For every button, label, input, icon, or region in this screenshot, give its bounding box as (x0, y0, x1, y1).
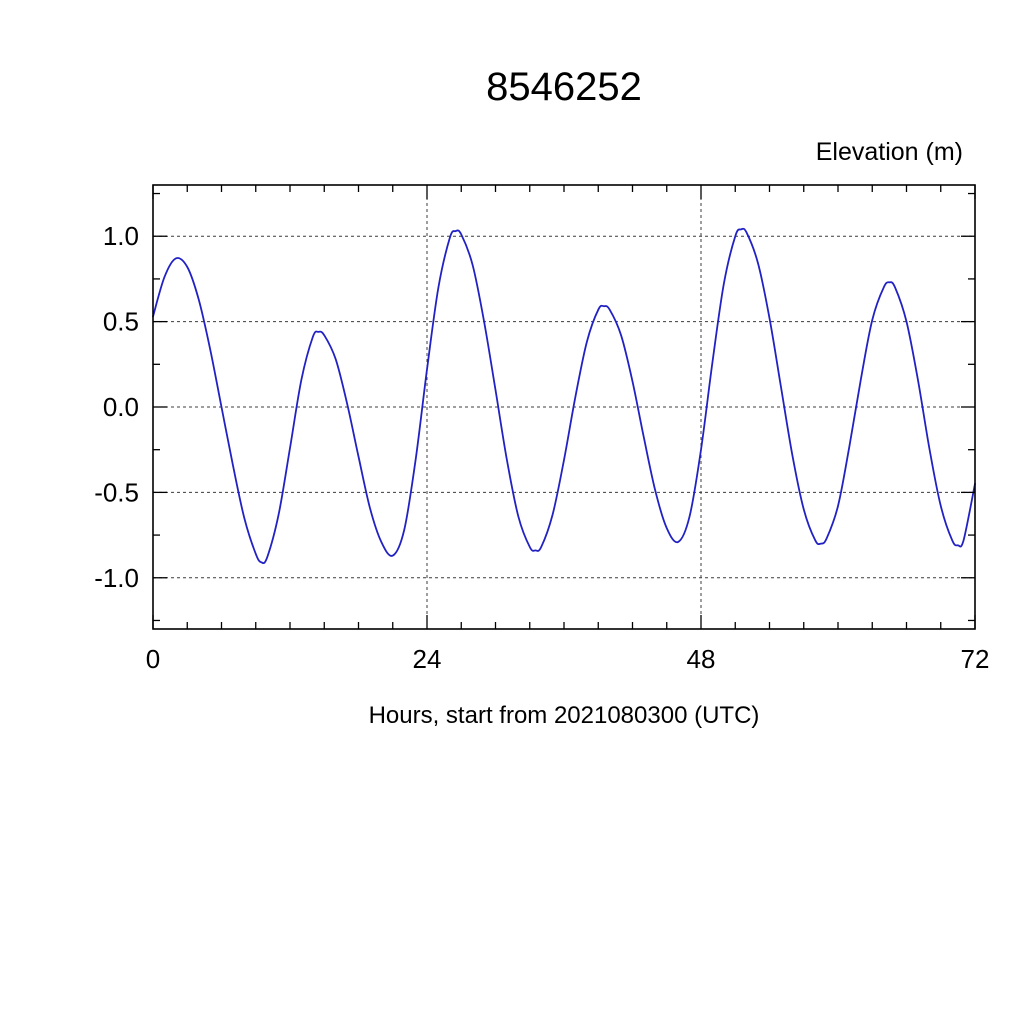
y-tick-label: -0.5 (94, 477, 139, 507)
chart-title: 8546252 (486, 65, 642, 109)
y-tick-label: 1.0 (103, 221, 139, 251)
gridlines (153, 185, 975, 629)
tide-line-group (152, 227, 976, 565)
plot-frame (152, 184, 976, 630)
y-tick-label: 0.0 (103, 392, 139, 422)
x-tick-label: 72 (961, 644, 990, 674)
x-tick-label: 24 (413, 644, 442, 674)
y-tick-label: -1.0 (94, 563, 139, 593)
x-tick-label: 48 (687, 644, 716, 674)
y-tick-label: 0.5 (103, 307, 139, 337)
x-tick-label: 0 (146, 644, 160, 674)
x-tick-labels: 0 24 48 72 (146, 644, 990, 674)
tide-elevation-line (152, 227, 976, 565)
elevation-axis-label: Elevation (m) (816, 138, 963, 166)
y-tick-labels: -1.0 -0.5 0.0 0.5 1.0 (94, 221, 139, 593)
x-axis-label: Hours, start from 2021080300 (UTC) (369, 702, 760, 729)
